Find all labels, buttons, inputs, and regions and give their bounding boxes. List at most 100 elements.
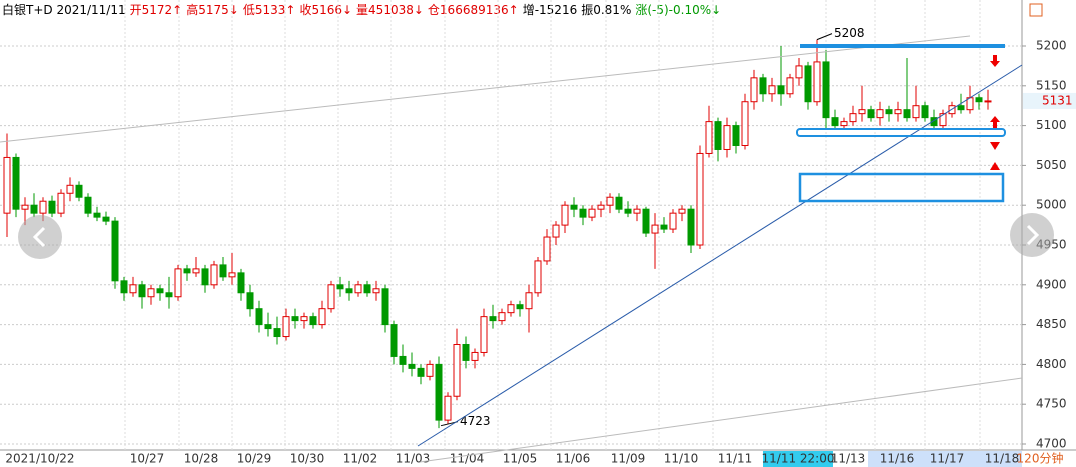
header-field: 涨(-5)-0.10%↓ [635,2,721,17]
candle-body [471,351,479,361]
x-tick-label: 11/18 [985,452,1020,466]
x-tick-label: 11/03 [396,452,431,466]
candle-body [795,65,803,79]
header-field: 增-15216 [523,3,578,17]
x-tick-label: 11/11 [718,452,753,466]
candle-body [273,328,281,338]
y-tick-label: 5100 [1036,118,1067,132]
channel-upper [0,35,971,143]
arrow-up [990,116,1000,128]
candle-body [804,65,812,103]
candle-body [543,236,551,262]
header-field: 高5175↓ [186,2,239,17]
y-tick-label: 4900 [1036,277,1067,291]
candle-body [192,268,200,274]
candle-body [822,61,830,119]
candle-body [264,324,272,330]
candle-body [93,212,101,218]
candle-body [345,288,353,294]
candle-body [678,208,686,214]
candle-body [309,316,317,326]
candle-body [903,109,911,119]
candle-body [120,280,128,294]
candle-body [687,208,695,246]
candle-body [975,97,983,103]
candle-body [210,264,218,286]
candle-body [318,308,326,326]
candle-body [84,196,92,214]
y-tick-label: 4750 [1036,397,1067,411]
candle-body [624,208,632,214]
candle-body [561,204,569,226]
x-tick-label: 11/09 [611,452,646,466]
candle-body [930,117,938,127]
annotation: 5208 [834,26,865,40]
arrow-down [990,55,1000,67]
nav-prev[interactable] [18,215,62,259]
support-box [796,128,1006,137]
candle-body [579,208,587,218]
x-tick-label: 11/17 [930,452,965,466]
candle-body [246,292,254,310]
candle-body [291,316,299,322]
x-tick-label: 11/16 [880,452,915,466]
candle-body [282,316,290,338]
candle-body [300,316,308,322]
candle-body [732,125,740,146]
candle-body [750,77,758,103]
x-tick-label: 10/29 [237,452,272,466]
candle-body [255,308,263,326]
y-tick-label: 5200 [1036,39,1067,53]
candle-body [102,216,110,222]
candle-body [381,288,389,326]
header-field: 收5166↓ [299,3,352,17]
y-tick-label: 5000 [1036,198,1067,212]
candle-body [606,196,614,206]
x-tick-label: 11/02 [343,452,378,466]
candle-body [21,204,29,210]
x-tick-label: 10/27 [130,452,165,466]
candle-body [453,344,461,397]
x-tick-label: 11/10 [664,452,699,466]
arrow-down [990,142,1000,150]
header: 白银T+D 2021/11/11 开5172↑ 高5175↓ 低5133↑ 收5166↓… [2,2,721,17]
target-box [798,172,1005,203]
candle-body [705,121,713,154]
candle-body [327,284,335,310]
candle-body [489,316,497,322]
y-tick-label: 5050 [1036,158,1067,172]
candle-body [363,284,371,294]
candle-body [840,121,848,127]
candle-body [858,109,866,115]
nav-prev-icon [32,226,46,248]
candle-body [669,212,677,230]
candle-body [876,109,884,119]
candle-body [813,61,821,103]
icon[interactable] [1029,3,1043,17]
x-tick-label: 11/06 [556,452,591,466]
candle-body [633,208,641,214]
candle-body [174,268,182,298]
candle-body [588,208,596,218]
candle-body [426,363,434,377]
channel-lower [419,377,1023,463]
candle-body [480,316,488,353]
candle-body [408,363,416,369]
candle-body [552,224,560,238]
cursor-box [763,451,833,467]
x-tick-label: 2021/10/22 [5,452,74,466]
annotation: 4723 [460,414,491,428]
candle-body [417,367,425,377]
annotation-leader [816,33,833,41]
candle-body [615,196,623,210]
nav-next[interactable] [1010,213,1054,257]
candle-body [129,284,137,294]
candle-body [723,125,731,150]
last-price-box [1023,92,1076,109]
candle-body [444,395,452,421]
candle-body [597,204,605,210]
x-tick-label: 10/30 [290,452,325,466]
candle-body [786,77,794,95]
